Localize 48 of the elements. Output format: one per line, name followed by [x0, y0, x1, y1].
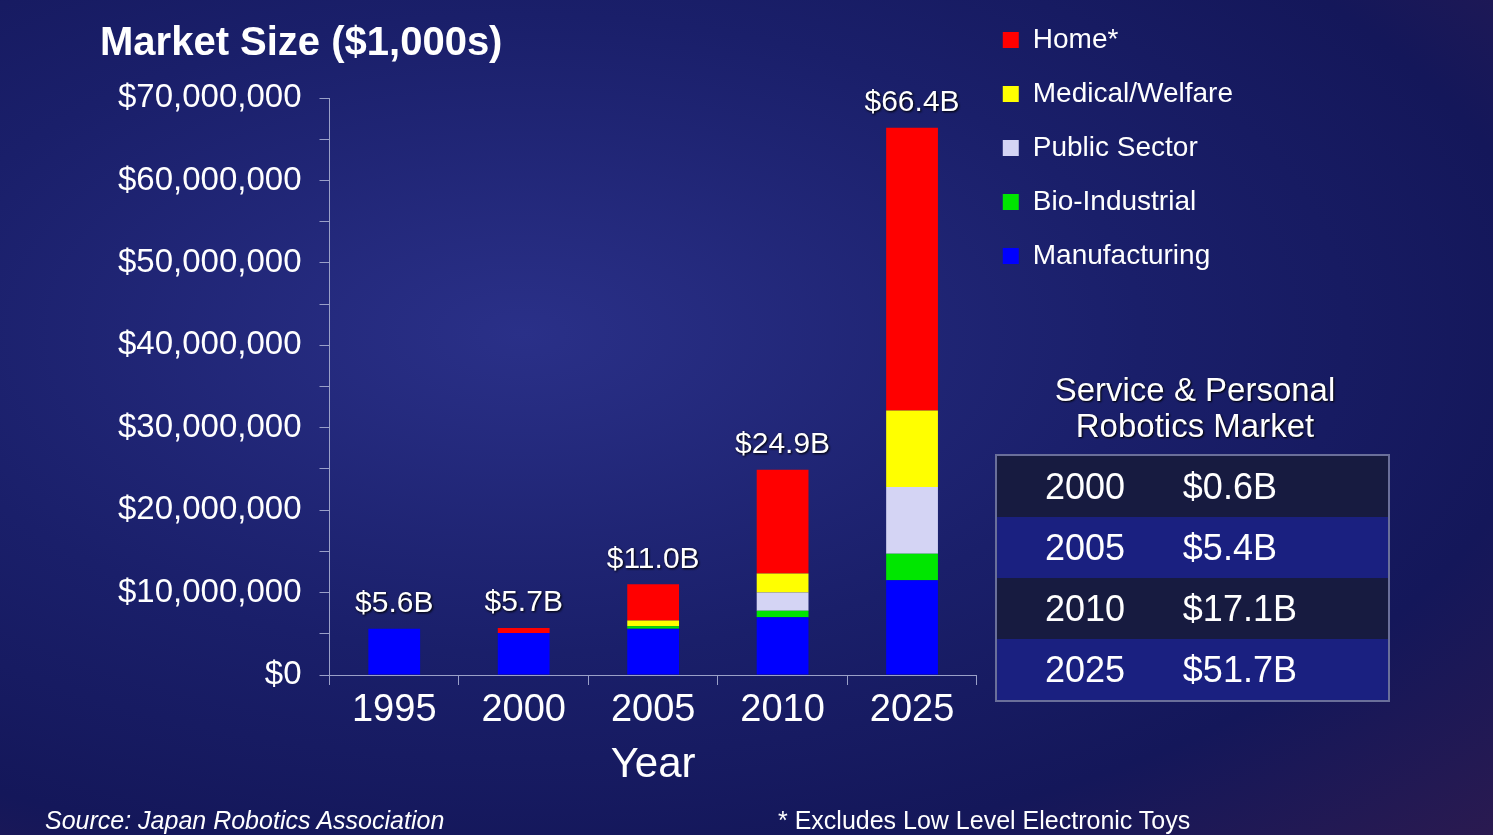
total-label: $5.6B [355, 585, 434, 619]
text: 2010 $17.1B [1044, 587, 1297, 629]
bar [627, 626, 680, 629]
total-label: $24.9B [735, 426, 831, 460]
text: Service & Personal Robotics Market [1053, 371, 1337, 444]
y-tick-label: $60,000,000 [118, 159, 302, 197]
y-tick-label: $10,000,000 [118, 571, 302, 609]
text: 2005 $5.4B [1044, 526, 1277, 568]
source-note: Source: Japan Robotics Association [45, 806, 445, 835]
y-tick-label: $20,000,000 [118, 489, 302, 527]
bar [756, 469, 809, 574]
legend-label: Home* [1032, 22, 1119, 54]
bar [756, 573, 809, 593]
legend-label: Bio-Industrial [1032, 184, 1197, 216]
x-tick-label: 1995 [351, 687, 437, 730]
bar [627, 584, 680, 621]
legend-label: Public Sector [1032, 130, 1198, 162]
x-tick-label: 2000 [481, 687, 566, 730]
x-tick-label: 2010 [740, 687, 825, 730]
bar [886, 410, 938, 488]
legend-label: Medical/Welfare [1032, 76, 1234, 108]
x-axis-title: Year [610, 739, 696, 787]
total-label: $66.4B [864, 83, 960, 117]
bar [627, 628, 680, 675]
bar [497, 632, 550, 675]
legend-label: Manufacturing [1032, 238, 1211, 270]
y-tick-label: $40,000,000 [118, 324, 302, 362]
bar [756, 617, 809, 675]
x-tick-label: 2025 [869, 687, 955, 730]
y-tick-label: $30,000,000 [118, 406, 302, 444]
bar [756, 610, 809, 618]
bar [886, 553, 938, 581]
text: * Excludes Low Level Electronic Toys [778, 806, 1191, 835]
y-tick-label: $0 [264, 654, 302, 692]
total-label: $5.7B [484, 584, 563, 618]
text: 2000 $0.6B [1044, 465, 1277, 507]
bar [497, 628, 550, 633]
x-tick-label: 2005 [610, 687, 696, 730]
bar [886, 127, 938, 411]
bar [756, 592, 809, 611]
text: 2025 $51.7B [1044, 648, 1297, 690]
bar [886, 487, 938, 554]
bar [886, 580, 938, 675]
y-tick-label: $50,000,000 [118, 241, 302, 279]
y-tick-label: $70,000,000 [118, 77, 302, 115]
chart-title: Market Size ($1,000s) [100, 19, 503, 64]
total-label: $11.0B [606, 540, 700, 574]
bar [368, 628, 421, 675]
